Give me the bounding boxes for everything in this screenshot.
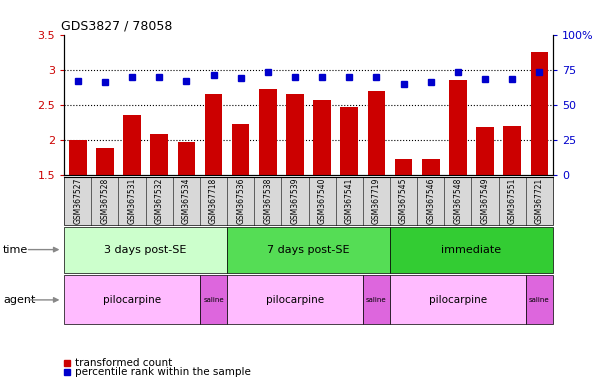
Text: GSM367549: GSM367549 [481, 177, 489, 224]
Bar [232, 124, 249, 175]
Text: pilocarpine: pilocarpine [266, 295, 324, 305]
Bar [530, 52, 548, 175]
Text: GSM367721: GSM367721 [535, 177, 544, 224]
Bar [340, 108, 358, 175]
Text: percentile rank within the sample: percentile rank within the sample [75, 367, 251, 377]
Bar [123, 115, 141, 175]
Text: GSM367548: GSM367548 [453, 177, 463, 224]
Text: agent: agent [3, 295, 35, 305]
Text: GSM367534: GSM367534 [182, 177, 191, 224]
Text: GSM367541: GSM367541 [345, 177, 354, 224]
Text: GSM367539: GSM367539 [290, 177, 299, 224]
Text: GSM367532: GSM367532 [155, 177, 164, 224]
Text: pilocarpine: pilocarpine [103, 295, 161, 305]
Text: pilocarpine: pilocarpine [429, 295, 487, 305]
Bar [422, 159, 439, 175]
Bar [368, 91, 386, 175]
Bar [150, 134, 168, 175]
Text: GSM367527: GSM367527 [73, 177, 82, 224]
Text: saline: saline [529, 297, 550, 303]
Bar [259, 89, 277, 175]
Text: GSM367538: GSM367538 [263, 177, 273, 224]
Text: transformed count: transformed count [75, 358, 172, 368]
Bar [476, 127, 494, 175]
Bar [178, 142, 195, 175]
Text: GSM367718: GSM367718 [209, 177, 218, 224]
Text: time: time [3, 245, 28, 255]
Bar [69, 140, 87, 175]
Text: 3 days post-SE: 3 days post-SE [104, 245, 187, 255]
Text: GSM367546: GSM367546 [426, 177, 435, 224]
Text: saline: saline [203, 297, 224, 303]
Text: immediate: immediate [441, 245, 502, 255]
Text: GSM367531: GSM367531 [128, 177, 136, 224]
Bar [313, 100, 331, 175]
Text: GSM367719: GSM367719 [372, 177, 381, 224]
Bar [449, 80, 467, 175]
Text: 7 days post-SE: 7 days post-SE [267, 245, 350, 255]
Text: saline: saline [366, 297, 387, 303]
Text: GSM367528: GSM367528 [100, 177, 109, 224]
Bar [395, 159, 412, 175]
Text: GDS3827 / 78058: GDS3827 / 78058 [61, 20, 172, 33]
Text: GSM367545: GSM367545 [399, 177, 408, 224]
Text: GSM367540: GSM367540 [318, 177, 327, 224]
Text: GSM367536: GSM367536 [236, 177, 245, 224]
Bar [205, 94, 222, 175]
Bar [96, 148, 114, 175]
Bar [503, 126, 521, 175]
Bar [286, 94, 304, 175]
Text: GSM367551: GSM367551 [508, 177, 517, 224]
